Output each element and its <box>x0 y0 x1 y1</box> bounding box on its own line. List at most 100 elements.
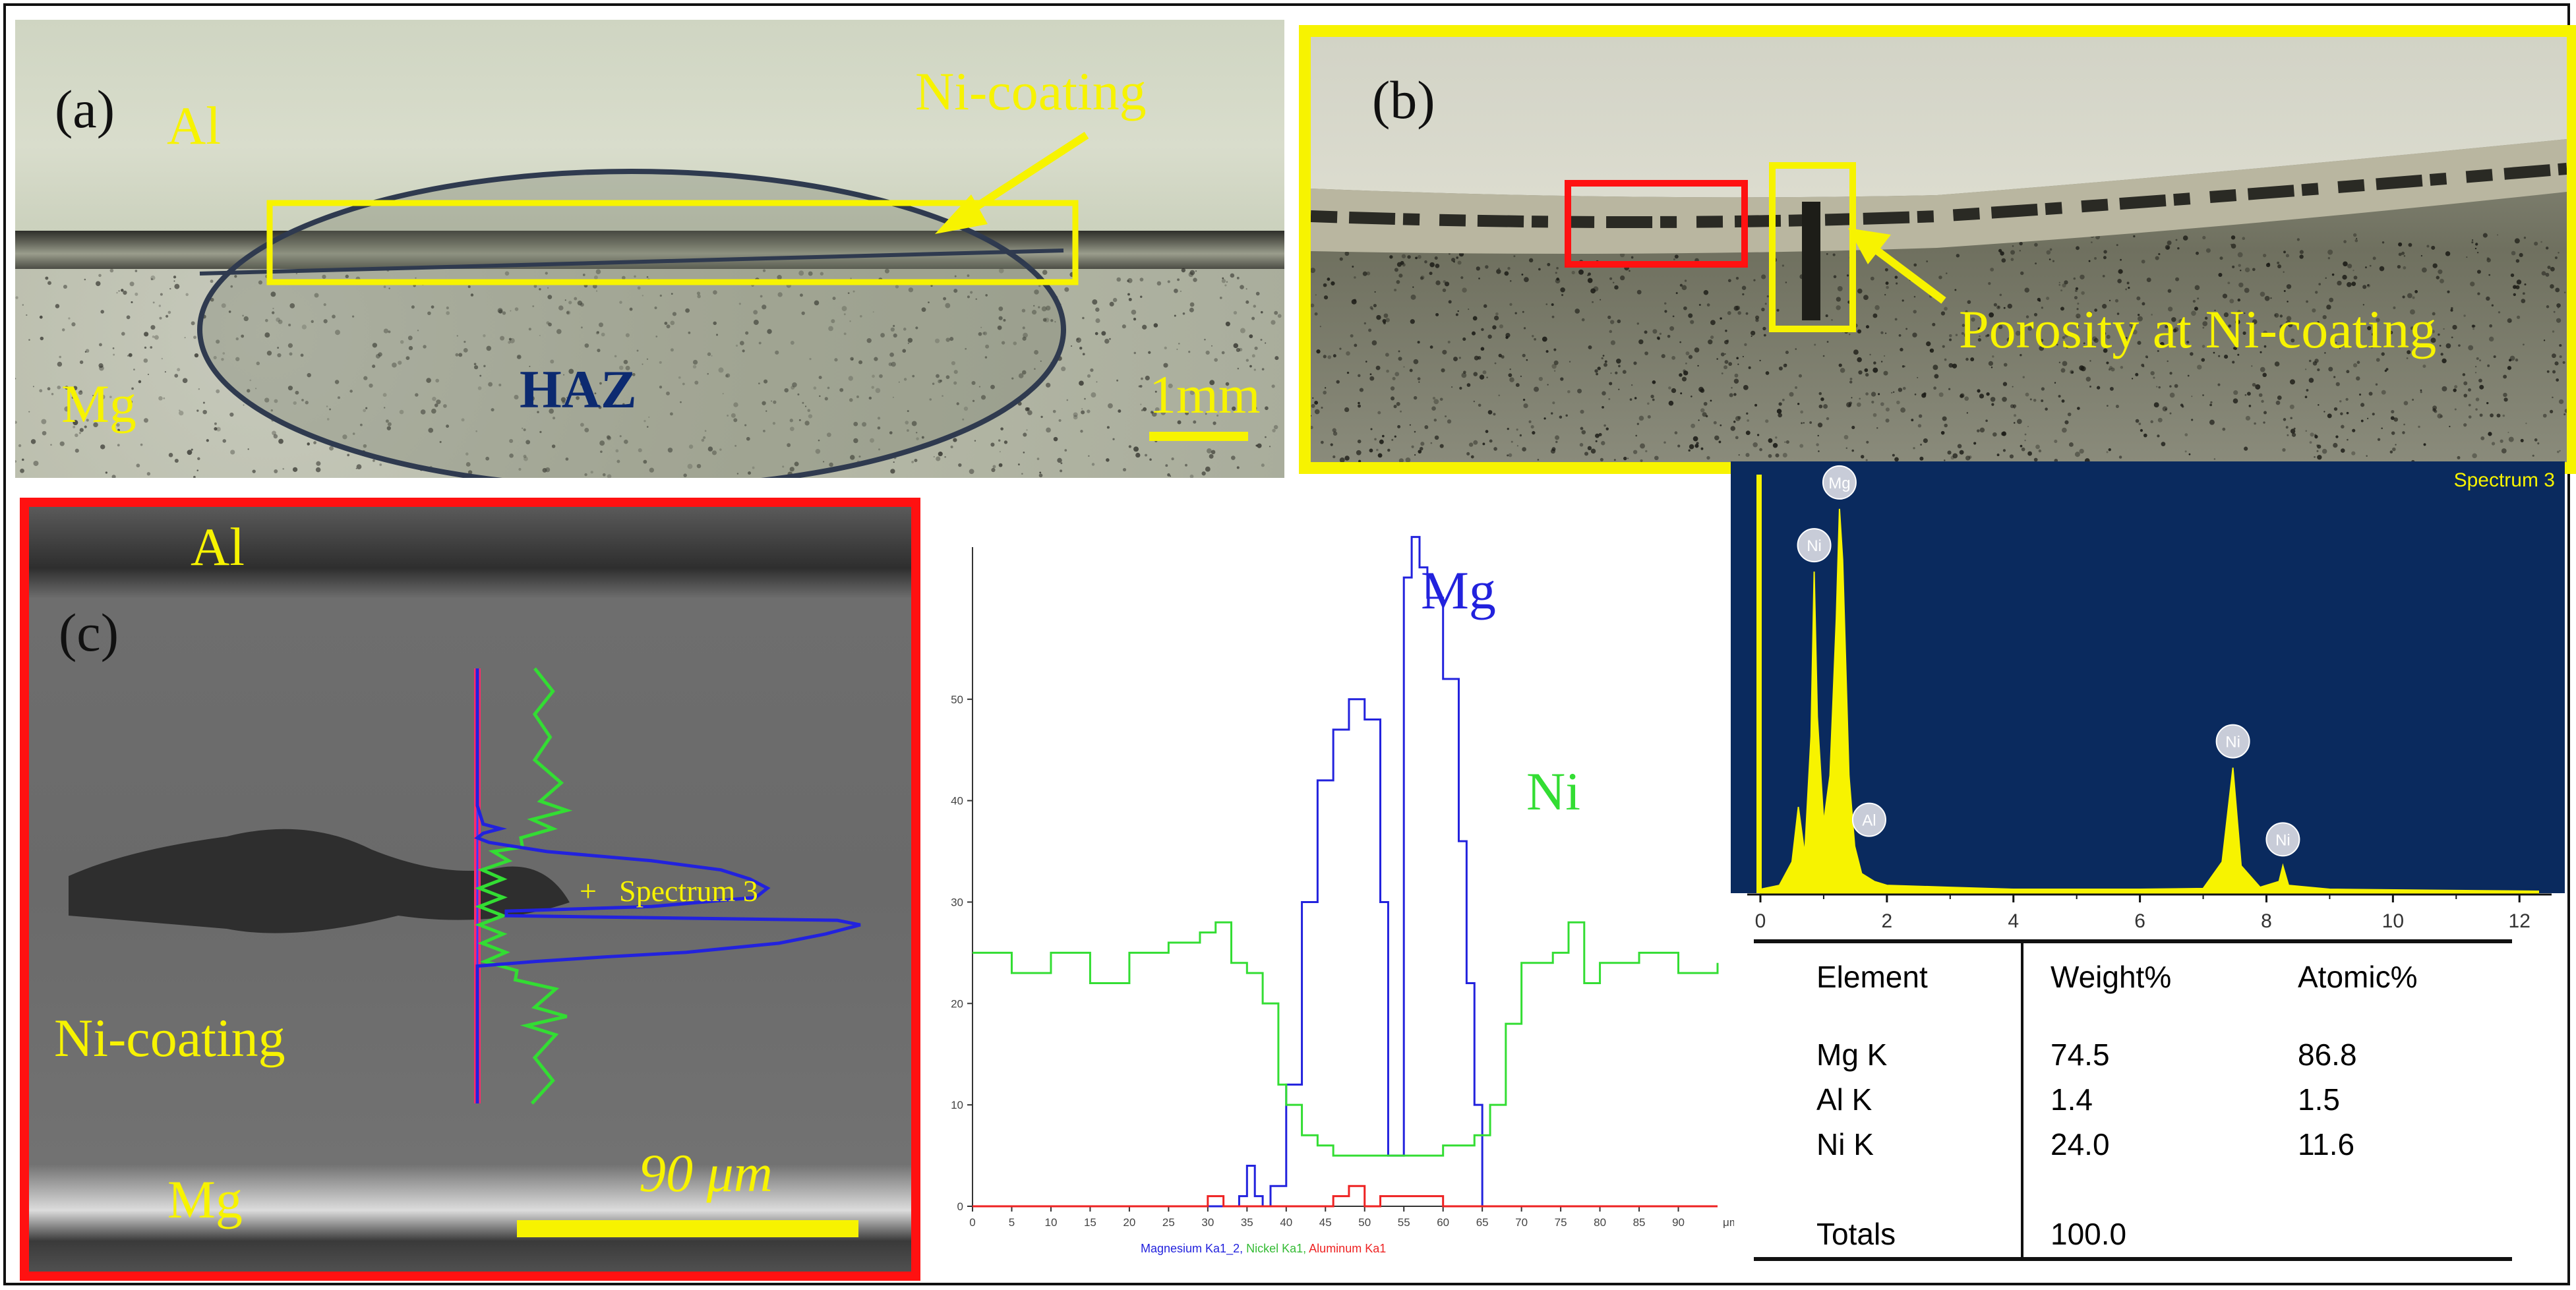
mg-label-a: Mg <box>61 374 136 434</box>
table-row-weight: 74.5 <box>2051 1038 2110 1072</box>
panel-a-label: (a) <box>55 79 115 139</box>
x-tick-label: 35 <box>1241 1216 1253 1229</box>
y-tick-label: 30 <box>951 896 963 908</box>
peak-marker: Al <box>1851 802 1886 837</box>
series-aluminum <box>973 1185 1718 1208</box>
al-layer <box>15 20 1284 231</box>
eds-x-tick-label: 0 <box>1755 910 1766 932</box>
y-tick-label: 20 <box>951 997 963 1010</box>
porosity-label: Porosity at Ni-coating <box>1959 299 2437 359</box>
x-tick-label: 30 <box>1201 1216 1214 1229</box>
peak-marker: Mg <box>1822 465 1857 500</box>
zero-peak <box>1756 475 1762 893</box>
table-row-weight: 24.0 <box>2051 1127 2110 1161</box>
y-tick-label: 10 <box>951 1099 963 1111</box>
panel-b-micrograph: (b) Porosity at Ni-coating <box>1299 25 2576 474</box>
x-tick-label: 70 <box>1515 1216 1528 1229</box>
table-top-rule <box>1754 939 2512 943</box>
x-tick-label: 20 <box>1123 1216 1135 1229</box>
spectrum-area <box>1760 508 2539 894</box>
x-tick-label: 15 <box>1084 1216 1096 1229</box>
table-row-weight: 1.4 <box>2051 1082 2093 1117</box>
panel-c-overlay <box>29 507 911 1272</box>
x-tick-label: 85 <box>1633 1216 1646 1229</box>
linescan-mg-trace <box>474 668 861 1103</box>
haz-label: HAZ <box>520 359 637 419</box>
haz-outline <box>197 169 1066 478</box>
linescan-legend: Magnesium Ka1_2, Nickel Ka1, Aluminum Ka… <box>1141 1243 1386 1254</box>
ni-porosity-line <box>1311 163 2567 228</box>
al-label-c: Al <box>191 517 245 577</box>
peak-marker-circle <box>2265 822 2300 857</box>
panel-b-label: (b) <box>1372 70 1435 130</box>
panel-c-label: (c) <box>59 602 119 662</box>
eds-table: Element Weight% Atomic% Mg K 74.5 86.8 A… <box>1754 939 2512 1262</box>
linescan-chart: 0 5 10 15 20 25 30 35 40 45 50 55 60 65 70 75 80 85 90 μm 0 1… <box>951 536 1734 1229</box>
peak-label: Ni <box>2275 831 2291 849</box>
mg-layer <box>15 269 1284 478</box>
table-bottom-rule <box>1754 1257 2512 1261</box>
ni-coating-label-a: Ni-coating <box>915 61 1147 121</box>
x-tick-label: 50 <box>1358 1216 1371 1229</box>
panel-a-micrograph: (a) Al Ni-coating Mg HAZ 1mm <box>15 20 1284 478</box>
ni-coating-box <box>266 200 1079 285</box>
eds-spectrum-plot: Ni Mg Al Ni Ni <box>1756 465 2539 894</box>
x-tick-label: 45 <box>1319 1216 1332 1229</box>
peak-marker: Ni <box>2265 822 2300 857</box>
totals-weight: 100.0 <box>2051 1217 2127 1251</box>
totals-label: Totals <box>1816 1217 1896 1251</box>
x-tick-label: 90 <box>1672 1216 1685 1229</box>
x-tick-label: 80 <box>1594 1216 1606 1229</box>
table-row-element: Al K <box>1816 1082 1872 1117</box>
eds-x-tick-label: 2 <box>1882 910 1893 932</box>
x-tick-label: 5 <box>1009 1216 1015 1229</box>
eds-spectrum-chart: Spectrum 3 Ni Mg Al Ni Ni 0 2 4 6 8 10 12 <box>1731 461 2565 932</box>
ni-coating-arrowhead <box>935 194 988 234</box>
series-nickel <box>973 921 1719 1157</box>
legend-mg: Magnesium Ka1_2 <box>1141 1242 1240 1255</box>
spectrum-marker: + <box>580 874 597 908</box>
x-tick-label: 55 <box>1398 1216 1410 1229</box>
peak-marker-circle <box>1797 528 1832 563</box>
x-tick-label: 0 <box>969 1216 975 1229</box>
x-tick-label: 10 <box>1044 1216 1057 1229</box>
figure-frame <box>3 3 2570 1285</box>
eds-x-tick-label: 8 <box>2261 910 2272 932</box>
linescan-label-ni: Ni <box>1526 761 1580 821</box>
linescan-label-mg: Mg <box>1421 560 1496 620</box>
haz-top-cut <box>199 249 1064 276</box>
linescan-axes: 0 5 10 15 20 25 30 35 40 45 50 55 60 65 70 75 80 85 90 μm 0 1… <box>951 547 1734 1229</box>
y-tick-label: 50 <box>951 693 963 706</box>
porosity-arrowhead <box>1848 228 1891 264</box>
dark-porosity-region <box>69 829 570 933</box>
peak-label: Ni <box>2225 734 2240 751</box>
peak-label: Mg <box>1828 475 1850 492</box>
peak-marker: Ni <box>1797 528 1832 563</box>
mg-label-c: Mg <box>167 1169 243 1229</box>
table-row-atomic: 86.8 <box>2298 1038 2357 1072</box>
linescan-ni-trace <box>475 667 573 1105</box>
scale-label-a: 1mm <box>1149 365 1261 425</box>
x-tick-label: 25 <box>1162 1216 1175 1229</box>
panel-a-overlay <box>15 131 1282 478</box>
scale-label-c: 90 μm <box>639 1143 773 1203</box>
linescan-series <box>973 536 1719 1208</box>
col-header-element: Element <box>1816 960 1928 994</box>
peak-label: Al <box>1862 812 1876 830</box>
col-header-atomic: Atomic% <box>2298 960 2418 994</box>
legend-ni: Nickel Ka1 <box>1246 1242 1303 1255</box>
mg-speckle-b <box>1311 232 2567 462</box>
x-tick-label: 75 <box>1555 1216 1567 1229</box>
table-row-atomic: 1.5 <box>2298 1082 2340 1117</box>
al-region-b <box>1311 37 2567 198</box>
red-selection-box <box>1565 180 1748 268</box>
table-col-divider <box>2021 943 2023 1257</box>
panel-c-sem: Al (c) Ni-coating Mg + Spectrum 3 90 μm <box>20 498 920 1281</box>
legend-sep-2: , <box>1303 1242 1309 1255</box>
porosity-void <box>1802 202 1820 320</box>
peak-marker-circle <box>1822 465 1857 500</box>
series-magnesium <box>973 536 1718 1208</box>
ni-coating-label-c: Ni-coating <box>54 1008 285 1068</box>
y-tick-label: 40 <box>951 795 963 807</box>
al-label-a: Al <box>167 96 221 156</box>
